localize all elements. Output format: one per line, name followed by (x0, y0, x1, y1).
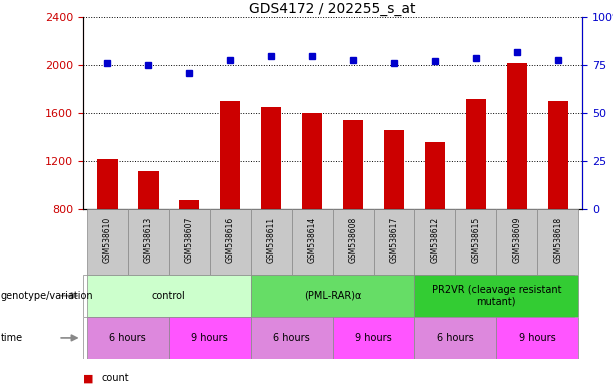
Text: ■: ■ (83, 373, 93, 383)
Bar (414, 275, 578, 317)
Bar (292, 209, 333, 275)
Bar (466, 99, 486, 209)
Text: GSM538610: GSM538610 (103, 217, 112, 263)
Text: time: time (1, 333, 23, 343)
Bar (547, 101, 568, 209)
Text: GSM538613: GSM538613 (144, 217, 153, 263)
Title: GDS4172 / 202255_s_at: GDS4172 / 202255_s_at (249, 2, 416, 16)
Text: GSM538607: GSM538607 (185, 217, 194, 263)
Bar (425, 142, 445, 209)
Text: 9 hours: 9 hours (355, 333, 392, 343)
Text: GSM538616: GSM538616 (226, 217, 235, 263)
Bar (169, 209, 210, 275)
Text: control: control (152, 291, 186, 301)
Bar (251, 317, 333, 359)
Bar (373, 209, 414, 275)
Bar (251, 209, 292, 275)
Bar (414, 209, 455, 275)
Text: GSM538618: GSM538618 (554, 217, 562, 263)
Bar (220, 101, 240, 209)
Bar (333, 209, 373, 275)
Text: 9 hours: 9 hours (519, 333, 555, 343)
Text: GSM538615: GSM538615 (471, 217, 481, 263)
Bar (414, 317, 497, 359)
Text: genotype/variation: genotype/variation (1, 291, 93, 301)
Text: GSM538612: GSM538612 (430, 217, 440, 263)
Bar (506, 63, 527, 209)
Text: (PML-RAR)α: (PML-RAR)α (304, 291, 361, 301)
Text: PR2VR (cleavage resistant
mutant): PR2VR (cleavage resistant mutant) (432, 285, 561, 306)
Bar (128, 209, 169, 275)
Bar (210, 209, 251, 275)
Bar (497, 209, 538, 275)
Bar (455, 209, 497, 275)
Text: 6 hours: 6 hours (437, 333, 474, 343)
Text: 6 hours: 6 hours (110, 333, 146, 343)
Bar (497, 317, 578, 359)
Bar (87, 317, 169, 359)
Text: 9 hours: 9 hours (191, 333, 228, 343)
Text: GSM538617: GSM538617 (389, 217, 398, 263)
Text: GSM538608: GSM538608 (349, 217, 357, 263)
Bar (169, 317, 251, 359)
Text: 6 hours: 6 hours (273, 333, 310, 343)
Bar (343, 121, 364, 209)
Bar (384, 130, 404, 209)
Bar (87, 275, 251, 317)
Bar (138, 171, 159, 209)
Bar (97, 159, 118, 209)
Bar (538, 209, 578, 275)
Text: GSM538614: GSM538614 (308, 217, 316, 263)
Bar (302, 113, 322, 209)
Text: count: count (101, 373, 129, 383)
Text: GSM538609: GSM538609 (512, 217, 521, 263)
Bar (333, 317, 414, 359)
Text: GSM538611: GSM538611 (267, 217, 276, 263)
Bar (251, 275, 414, 317)
Bar (261, 107, 281, 209)
Bar (179, 200, 199, 209)
Bar (87, 209, 128, 275)
